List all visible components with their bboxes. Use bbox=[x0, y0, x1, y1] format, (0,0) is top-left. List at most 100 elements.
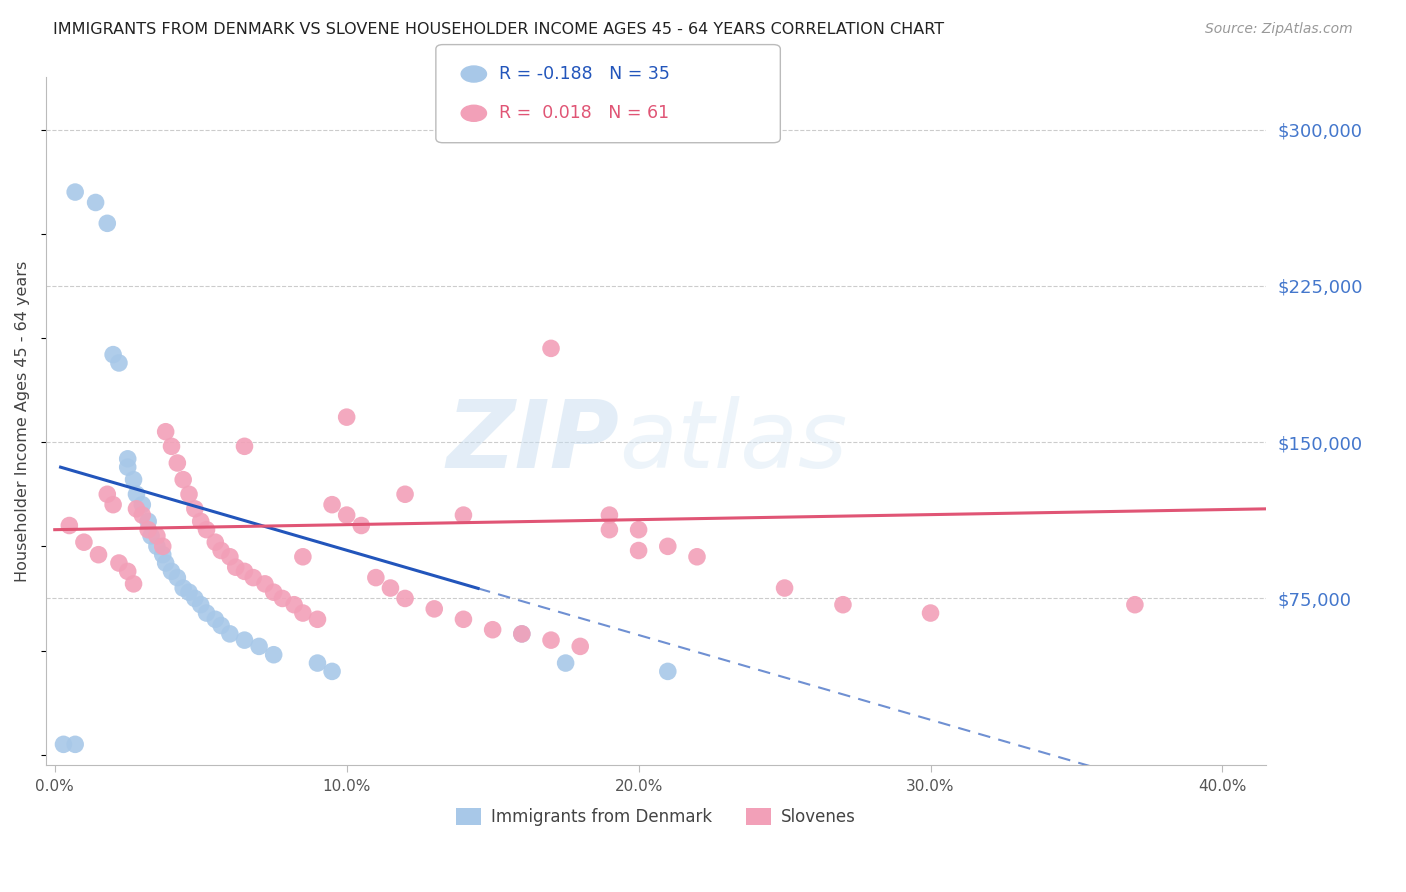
Point bbox=[364, 571, 387, 585]
Point bbox=[172, 473, 194, 487]
Point bbox=[554, 656, 576, 670]
Point bbox=[233, 633, 256, 648]
Point bbox=[136, 523, 159, 537]
Point bbox=[657, 540, 679, 554]
Point bbox=[1123, 598, 1146, 612]
Point bbox=[63, 737, 86, 751]
Point bbox=[87, 548, 110, 562]
Point bbox=[307, 656, 329, 670]
Point bbox=[152, 548, 174, 562]
Point bbox=[453, 612, 475, 626]
Point bbox=[510, 627, 533, 641]
Text: IMMIGRANTS FROM DENMARK VS SLOVENE HOUSEHOLDER INCOME AGES 45 - 64 YEARS CORRELA: IMMIGRANTS FROM DENMARK VS SLOVENE HOUSE… bbox=[53, 22, 945, 37]
Point bbox=[184, 591, 207, 606]
Point bbox=[481, 623, 503, 637]
Point bbox=[209, 618, 232, 632]
Point bbox=[160, 565, 183, 579]
Point bbox=[453, 508, 475, 522]
Point bbox=[184, 501, 207, 516]
Point bbox=[209, 543, 232, 558]
Point bbox=[773, 581, 796, 595]
Point bbox=[321, 498, 343, 512]
Point bbox=[686, 549, 709, 564]
Point bbox=[219, 627, 242, 641]
Point bbox=[832, 598, 855, 612]
Point bbox=[423, 602, 446, 616]
Point bbox=[291, 606, 314, 620]
Point bbox=[540, 342, 562, 356]
Point bbox=[263, 585, 285, 599]
Point bbox=[598, 508, 620, 522]
Point bbox=[242, 571, 264, 585]
Point bbox=[195, 523, 218, 537]
Point bbox=[233, 565, 256, 579]
Point bbox=[160, 439, 183, 453]
Text: R = -0.188   N = 35: R = -0.188 N = 35 bbox=[499, 65, 671, 83]
Point bbox=[117, 451, 139, 466]
Point bbox=[166, 456, 188, 470]
Point bbox=[139, 529, 162, 543]
Point bbox=[271, 591, 294, 606]
Point bbox=[52, 737, 75, 751]
Point bbox=[136, 514, 159, 528]
Point bbox=[247, 640, 270, 654]
Text: Source: ZipAtlas.com: Source: ZipAtlas.com bbox=[1205, 22, 1353, 37]
Point bbox=[172, 581, 194, 595]
Point bbox=[219, 549, 242, 564]
Point bbox=[101, 348, 124, 362]
Point bbox=[336, 508, 359, 522]
Point bbox=[73, 535, 96, 549]
Point bbox=[101, 498, 124, 512]
Point bbox=[350, 518, 373, 533]
Point bbox=[117, 460, 139, 475]
Point bbox=[291, 549, 314, 564]
Point bbox=[84, 195, 107, 210]
Point bbox=[96, 216, 118, 230]
Point bbox=[657, 665, 679, 679]
Legend: Immigrants from Denmark, Slovenes: Immigrants from Denmark, Slovenes bbox=[450, 801, 862, 832]
Point bbox=[225, 560, 247, 574]
Point bbox=[131, 508, 153, 522]
Point bbox=[627, 543, 650, 558]
Point bbox=[117, 565, 139, 579]
Point bbox=[263, 648, 285, 662]
Point bbox=[394, 591, 416, 606]
Point bbox=[540, 633, 562, 648]
Point bbox=[190, 598, 212, 612]
Point bbox=[394, 487, 416, 501]
Point bbox=[146, 540, 169, 554]
Point bbox=[125, 501, 148, 516]
Point bbox=[283, 598, 305, 612]
Point bbox=[598, 523, 620, 537]
Point bbox=[569, 640, 592, 654]
Point bbox=[58, 518, 80, 533]
Point bbox=[146, 529, 169, 543]
Point bbox=[177, 585, 200, 599]
Point bbox=[204, 535, 226, 549]
Point bbox=[233, 439, 256, 453]
Point bbox=[253, 577, 276, 591]
Point bbox=[920, 606, 942, 620]
Text: ZIP: ZIP bbox=[447, 396, 620, 488]
Point bbox=[122, 577, 145, 591]
Point bbox=[108, 556, 131, 570]
Point bbox=[155, 425, 177, 439]
Point bbox=[108, 356, 131, 370]
Point bbox=[510, 627, 533, 641]
Point bbox=[204, 612, 226, 626]
Point bbox=[125, 487, 148, 501]
Point bbox=[336, 410, 359, 425]
Point bbox=[321, 665, 343, 679]
Point bbox=[190, 514, 212, 528]
Point bbox=[122, 473, 145, 487]
Point bbox=[152, 540, 174, 554]
Y-axis label: Householder Income Ages 45 - 64 years: Householder Income Ages 45 - 64 years bbox=[15, 260, 30, 582]
Point bbox=[627, 523, 650, 537]
Point bbox=[177, 487, 200, 501]
Point bbox=[155, 556, 177, 570]
Point bbox=[166, 571, 188, 585]
Point bbox=[380, 581, 402, 595]
Point bbox=[131, 498, 153, 512]
Point bbox=[195, 606, 218, 620]
Point bbox=[63, 185, 86, 199]
